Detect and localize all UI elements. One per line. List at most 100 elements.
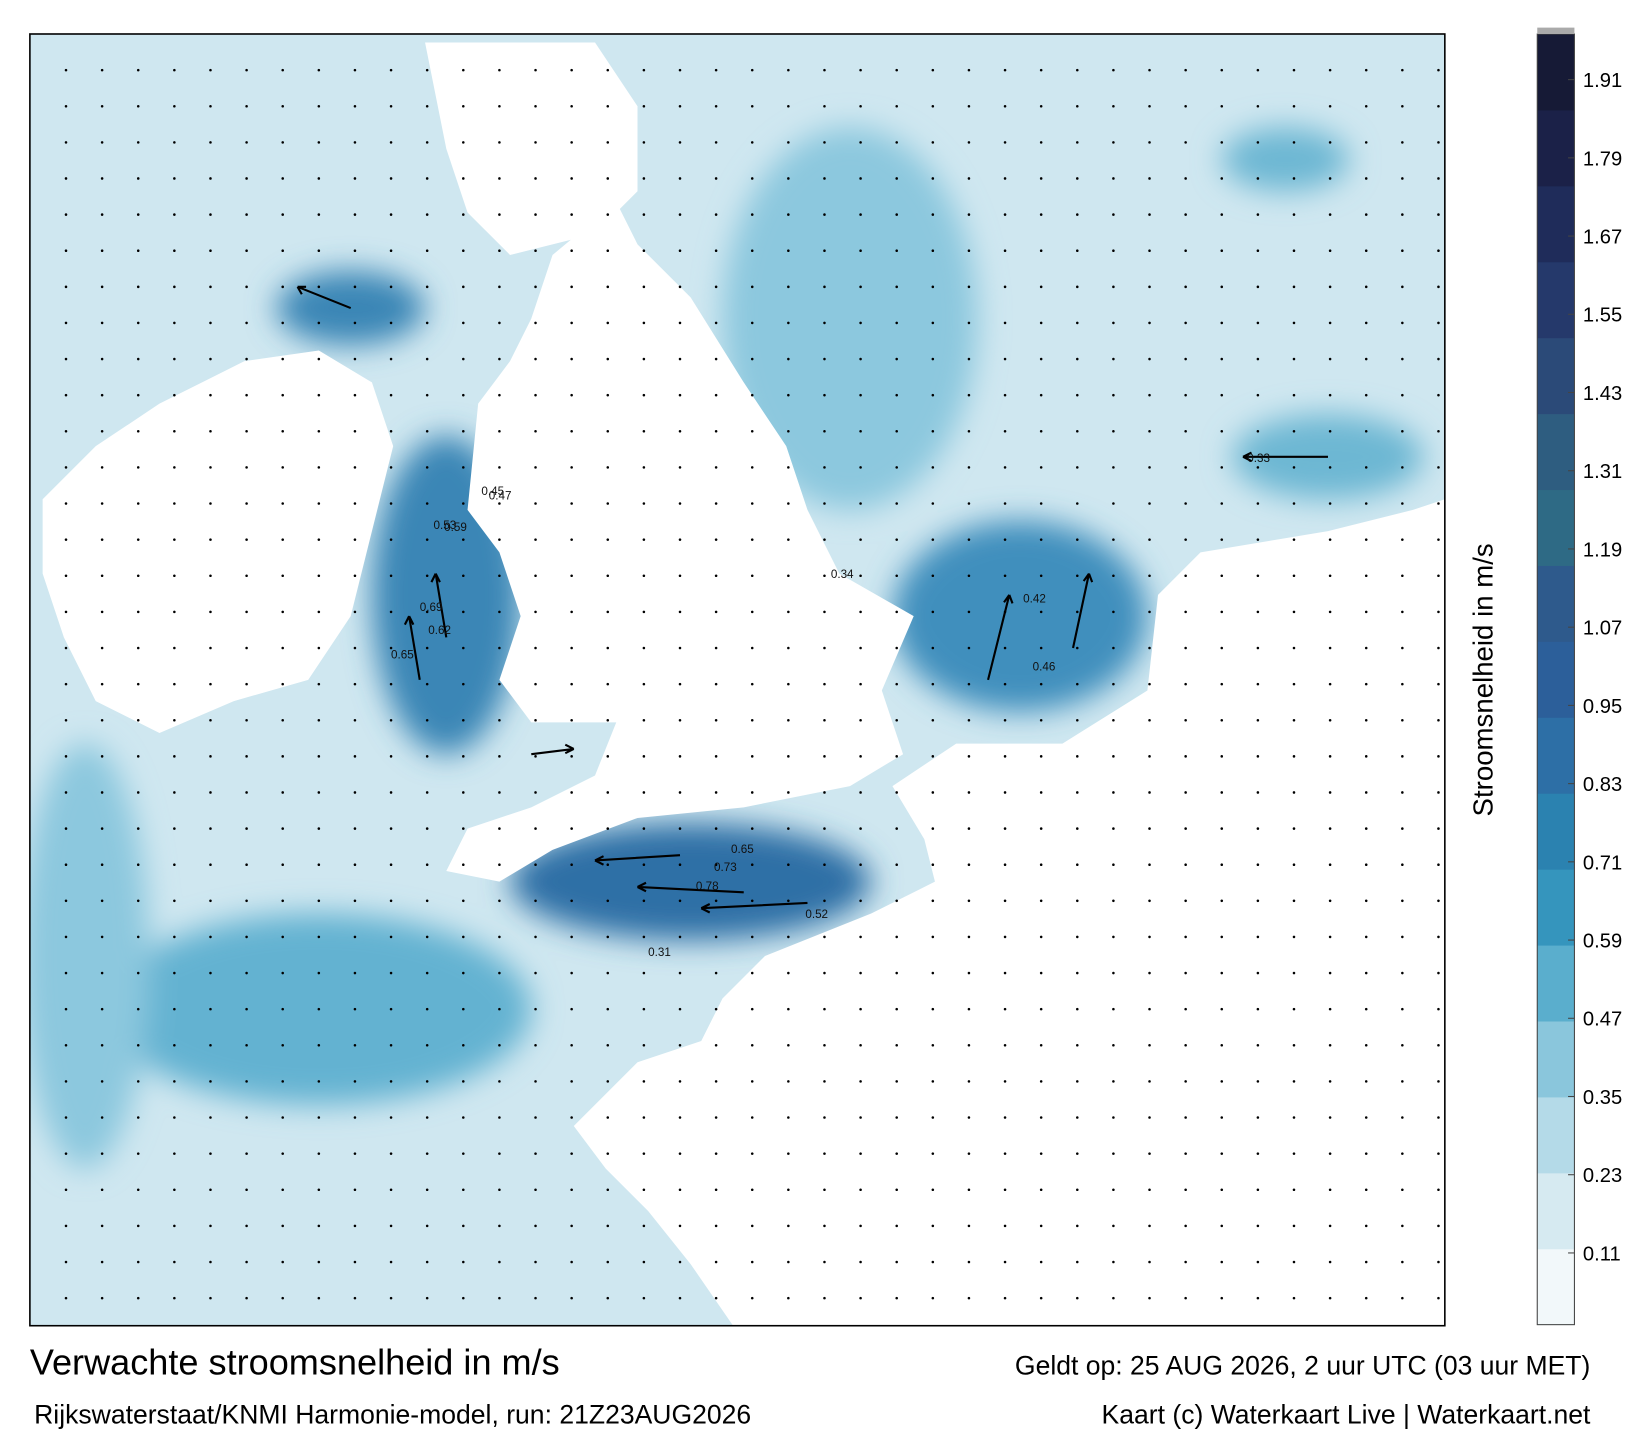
grid-dot [787, 321, 790, 325]
grid-dot [353, 538, 357, 541]
grid-dot [606, 935, 610, 939]
grid-dot [1220, 899, 1224, 903]
grid-dot [678, 393, 682, 397]
grid-dot [281, 610, 284, 614]
grid-dot [931, 321, 935, 325]
grid-dot [750, 141, 754, 144]
colorbar-band [1537, 869, 1575, 946]
grid-dot [1401, 791, 1404, 794]
grid-dot [678, 755, 682, 758]
grid-dot [281, 1224, 284, 1228]
grid-dot [1184, 321, 1187, 325]
grid-dot [281, 899, 284, 903]
grid-dot [1437, 718, 1440, 722]
grid-dot [317, 1296, 321, 1300]
grid-dot [714, 1116, 718, 1119]
grid-dot [425, 213, 429, 216]
grid-dot [1184, 863, 1187, 866]
grid-dot [642, 357, 646, 361]
grid-dot [1112, 1224, 1115, 1228]
grid-dot [389, 791, 393, 794]
grid-dot [245, 1007, 248, 1011]
grid-dot [1076, 321, 1079, 325]
grid-dot [1003, 1080, 1007, 1083]
grid-dot [714, 791, 718, 794]
grid-dot [859, 68, 862, 72]
grid-dot [1148, 141, 1151, 144]
grid-dot [714, 285, 718, 289]
grid-dot [714, 863, 718, 866]
grid-dot [1292, 1260, 1296, 1264]
grid-dot [570, 538, 573, 541]
grid-dot [895, 538, 898, 541]
grid-dot [1112, 863, 1115, 866]
grid-dot [317, 863, 321, 866]
grid-dot [100, 755, 104, 758]
grid-dot [1364, 1007, 1368, 1011]
grid-dot [353, 899, 357, 903]
grid-dot [1292, 321, 1296, 325]
grid-dot [534, 718, 537, 722]
grid-dot [1401, 971, 1404, 975]
grid-dot [1039, 1044, 1043, 1047]
grid-dot [895, 68, 898, 72]
grid-dot [1003, 646, 1007, 650]
grid-dot [389, 610, 393, 614]
speed-label: 0.62 [428, 624, 451, 637]
grid-dot [245, 863, 248, 866]
grid-dot [1220, 610, 1224, 614]
grid-dot [498, 1044, 501, 1047]
grid-dot [606, 1188, 610, 1192]
grid-dot [136, 357, 140, 361]
grid-dot [606, 538, 610, 541]
grid-dot [678, 827, 682, 830]
grid-dot [895, 466, 898, 469]
colorbar-band [1537, 489, 1575, 566]
grid-dot [1437, 249, 1440, 252]
grid-dot [64, 68, 68, 72]
grid-dot [462, 791, 465, 794]
grid-dot [895, 1224, 898, 1228]
grid-dot [1292, 971, 1296, 975]
grid-dot [498, 285, 501, 289]
grid-dot [859, 1007, 862, 1011]
grid-dot [1256, 68, 1260, 72]
grid-dot [787, 177, 790, 180]
grid-dot [1076, 104, 1079, 108]
grid-dot [1076, 249, 1079, 252]
grid-dot [353, 827, 357, 830]
grid-dot [389, 827, 393, 830]
grid-dot [967, 502, 971, 505]
grid-dot [859, 357, 862, 361]
grid-dot [173, 971, 176, 975]
grid-dot [389, 104, 393, 108]
grid-dot [570, 357, 573, 361]
grid-dot [353, 285, 357, 289]
grid-dot [1256, 357, 1260, 361]
grid-dot [714, 827, 718, 830]
grid-dot [642, 1224, 646, 1228]
grid-dot [750, 393, 754, 397]
grid-dot [787, 899, 790, 903]
grid-dot [1076, 68, 1079, 72]
grid-dot [678, 538, 682, 541]
grid-dot [317, 285, 321, 289]
grid-dot [1328, 177, 1332, 180]
grid-dot [1256, 574, 1260, 578]
grid-dot [281, 285, 284, 289]
grid-dot [173, 574, 176, 578]
grid-dot [1220, 1188, 1224, 1192]
grid-dot [462, 755, 465, 758]
grid-dot [498, 1188, 501, 1192]
grid-dot [498, 827, 501, 830]
grid-dot [1039, 935, 1043, 939]
grid-dot [1039, 68, 1043, 72]
grid-dot [245, 1188, 248, 1192]
grid-dot [136, 430, 140, 433]
grid-dot [1401, 1007, 1404, 1011]
grid-dot [1039, 393, 1043, 397]
grid-dot [1292, 502, 1296, 505]
grid-dot [1328, 935, 1332, 939]
grid-dot [570, 213, 573, 216]
grid-dot [570, 285, 573, 289]
